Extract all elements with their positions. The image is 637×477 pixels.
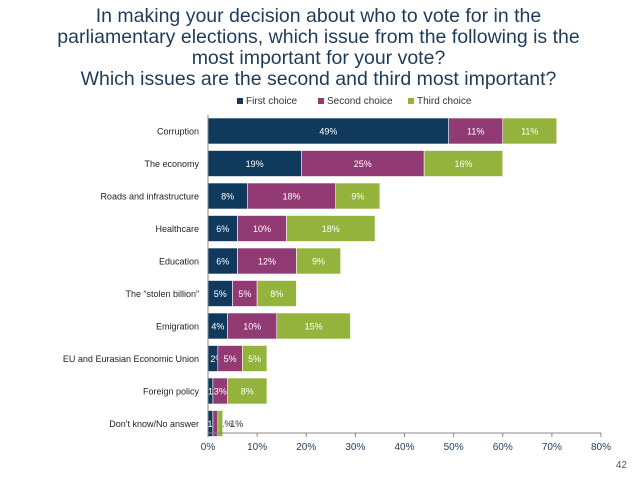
category-label-2: The economy <box>144 159 199 169</box>
data-label-5-3: 9% <box>312 257 325 267</box>
data-label-1-3: 11% <box>521 127 538 137</box>
title-line-4: Which issues are the second and third mo… <box>80 68 557 90</box>
bar-segment-4-3 <box>286 215 376 242</box>
data-label-9-3: 8% <box>241 387 254 397</box>
page-number: 42 <box>615 460 627 471</box>
data-label-10-2: 1% <box>219 419 232 429</box>
bar-segment-1-3 <box>502 117 558 145</box>
bar-segment-5-1 <box>207 247 238 275</box>
data-label-7-3: 15% <box>305 322 323 332</box>
data-label-7-2: 10% <box>243 322 261 332</box>
data-label-3-1: 8% <box>221 192 234 202</box>
bar-segment-4-2 <box>237 215 287 242</box>
data-label-7-1: 4% <box>211 322 224 332</box>
legend-swatch-2 <box>318 98 324 104</box>
data-label-3-2: 18% <box>283 192 301 202</box>
bar-segment-5-2 <box>237 247 297 275</box>
category-label-3: Roads and infrastructure <box>100 192 199 202</box>
legend-label-3: Third choice <box>417 96 472 107</box>
data-label-1-1: 49% <box>319 127 337 137</box>
x-tick-label-7: 60% <box>493 442 513 453</box>
data-label-2-2: 25% <box>354 159 372 169</box>
bar-segment-3-3 <box>335 182 381 210</box>
data-label-6-2: 5% <box>238 289 251 299</box>
category-label-10: Don't know/No answer <box>109 419 199 429</box>
bar-segment-1-2 <box>448 117 504 145</box>
x-tick-label-2: 10% <box>247 442 267 453</box>
category-label-6: The “stolen billion” <box>125 289 199 299</box>
data-label-2-1: 19% <box>246 159 264 169</box>
x-tick-label-1: 0% <box>201 442 216 453</box>
bar-segment-7-2 <box>227 312 278 340</box>
data-label-4-2: 10% <box>253 224 271 234</box>
data-label-5-1: 6% <box>216 257 229 267</box>
category-label-8: EU and Eurasian Economic Union <box>63 354 199 364</box>
x-tick-label-9: 80% <box>591 442 611 453</box>
bar-segment-5-3 <box>296 247 341 275</box>
data-label-8-2: 5% <box>224 354 237 364</box>
chart-title: In making your decision about who to vot… <box>0 6 637 90</box>
category-label-5: Education <box>159 257 199 267</box>
title-line-1: In making your decision about who to vot… <box>95 5 542 27</box>
legend-swatch-1 <box>237 98 243 104</box>
data-label-4-3: 18% <box>322 224 340 234</box>
legend-label-2: Second choice <box>327 96 393 107</box>
bar-segment-4-1 <box>207 215 238 242</box>
data-label-8-1: 2% <box>210 354 223 364</box>
bar-segment-6-1 <box>207 280 233 307</box>
bar-segment-2-3 <box>423 150 504 177</box>
data-label-6-3: 8% <box>270 289 283 299</box>
bar-segment-2-2 <box>301 150 425 177</box>
x-tick-label-4: 30% <box>345 442 365 453</box>
data-label-3-3: 9% <box>351 192 364 202</box>
data-label-9-2: 3% <box>214 387 227 397</box>
legend-label-1: First choice <box>246 96 298 107</box>
bar-segment-6-2 <box>232 280 258 307</box>
x-tick-label-3: 20% <box>296 442 316 453</box>
bar-segment-9-3 <box>227 377 268 405</box>
category-label-9: Foreign policy <box>143 387 200 397</box>
data-label-4-1: 6% <box>216 224 229 234</box>
data-label-5-2: 12% <box>258 257 276 267</box>
data-label-1-2: 11% <box>467 127 484 137</box>
data-label-6-1: 5% <box>214 289 227 299</box>
title-line-3: most important for your vote? <box>191 47 446 69</box>
title-line-2: parliamentary elections, which issue fro… <box>57 26 580 48</box>
bar-segment-7-3 <box>276 312 351 340</box>
x-tick-label-8: 70% <box>542 442 562 453</box>
bar-segment-6-3 <box>256 280 297 307</box>
x-tick-label-6: 50% <box>444 442 464 453</box>
category-label-4: Healthcare <box>155 224 199 234</box>
x-tick-label-5: 40% <box>394 442 414 453</box>
bar-segment-8-2 <box>217 345 243 372</box>
bar-segment-10-3 <box>217 410 224 437</box>
bar-segment-3-1 <box>207 182 248 210</box>
data-label-2-3: 16% <box>454 159 472 169</box>
legend-swatch-3 <box>408 98 414 104</box>
category-label-7: Emigration <box>156 322 199 332</box>
category-label-1: Corruption <box>157 127 199 137</box>
bar-segment-3-2 <box>247 182 337 210</box>
bar-segment-8-3 <box>242 345 268 372</box>
data-label-10-3: 1% <box>230 419 243 429</box>
data-label-8-3: 5% <box>248 354 261 364</box>
